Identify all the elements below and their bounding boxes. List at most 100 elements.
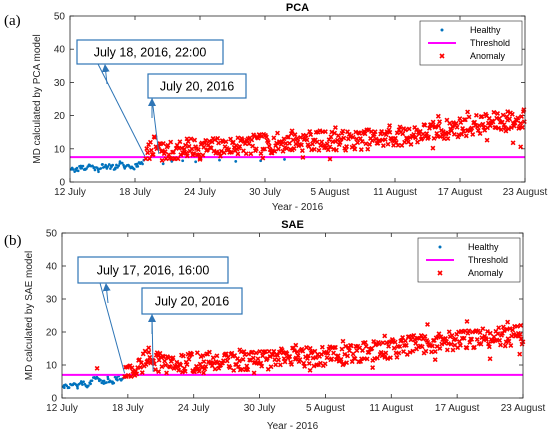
anomaly-point bbox=[206, 349, 212, 355]
anomaly-point bbox=[502, 343, 508, 349]
anomaly-point bbox=[443, 335, 448, 341]
anomaly-point bbox=[338, 356, 344, 362]
anomaly-point bbox=[419, 135, 425, 141]
legend-healthy-marker bbox=[440, 28, 444, 32]
anomaly-point bbox=[303, 132, 309, 138]
anomaly-point bbox=[335, 353, 341, 359]
anomaly-point bbox=[137, 357, 142, 362]
anomaly-point bbox=[295, 353, 301, 359]
anomaly-point bbox=[342, 351, 348, 357]
anomaly-point bbox=[453, 120, 459, 126]
healthy-point bbox=[85, 167, 88, 170]
anomaly-point bbox=[332, 344, 338, 350]
anomaly-point bbox=[229, 149, 234, 155]
anomaly-point bbox=[465, 109, 471, 115]
anomaly-point bbox=[322, 129, 328, 135]
anomaly-point bbox=[94, 365, 100, 371]
healthy-point bbox=[111, 163, 115, 167]
healthy-point bbox=[132, 167, 136, 171]
x-tick-label: 11 August bbox=[373, 187, 417, 198]
anomaly-point bbox=[469, 336, 475, 342]
y-tick-label: 50 bbox=[46, 229, 58, 240]
anomaly-point bbox=[332, 130, 338, 136]
anomaly-point bbox=[159, 157, 165, 163]
anomaly-point bbox=[500, 324, 506, 330]
anomaly-point bbox=[129, 365, 135, 371]
anomaly-point bbox=[510, 327, 516, 333]
panel-label: (b) bbox=[4, 233, 22, 249]
anomaly-point bbox=[196, 368, 202, 374]
healthy-point bbox=[161, 162, 165, 166]
anomaly-point bbox=[411, 332, 417, 338]
annotation-text: July 20, 2016 bbox=[160, 80, 234, 94]
anomaly-point bbox=[317, 128, 323, 134]
legend-healthy-label: Healthy bbox=[470, 25, 501, 35]
x-tick-label: 5 August bbox=[311, 187, 350, 198]
anomaly-point bbox=[397, 343, 403, 349]
annotation-text: July 20, 2016 bbox=[155, 295, 229, 309]
anomaly-point bbox=[362, 340, 368, 345]
anomaly-point bbox=[363, 141, 369, 147]
anomaly-point bbox=[480, 326, 486, 332]
anomaly-point bbox=[151, 358, 156, 364]
healthy-point bbox=[99, 167, 103, 170]
healthy-point bbox=[76, 169, 80, 173]
anomaly-point bbox=[214, 149, 220, 155]
anomaly-point bbox=[344, 144, 350, 149]
anomaly-point bbox=[376, 341, 382, 347]
anomaly-point bbox=[212, 366, 218, 372]
x-tick-label: 12 July bbox=[46, 403, 78, 414]
anomaly-point bbox=[128, 374, 134, 380]
anomaly-point bbox=[418, 333, 424, 338]
anomaly-point bbox=[223, 351, 229, 357]
anomaly-point bbox=[511, 123, 517, 129]
healthy-point bbox=[194, 160, 198, 164]
chart-title: PCA bbox=[286, 2, 309, 14]
anomaly-point bbox=[329, 356, 335, 362]
anomaly-point bbox=[372, 129, 378, 135]
anomaly-point bbox=[515, 115, 521, 121]
x-tick-label: 30 July bbox=[249, 187, 281, 198]
anomaly-point bbox=[464, 318, 470, 324]
healthy-point bbox=[90, 379, 94, 383]
healthy-point bbox=[99, 378, 102, 382]
anomaly-point bbox=[451, 131, 457, 137]
healthy-point bbox=[134, 162, 137, 166]
anomaly-point bbox=[242, 352, 248, 358]
anomaly-point bbox=[446, 329, 452, 335]
legend-threshold-label: Threshold bbox=[470, 38, 510, 48]
anomaly-point bbox=[432, 349, 438, 355]
anomaly-point bbox=[500, 112, 506, 118]
healthy-point bbox=[91, 164, 94, 168]
annotation-line bbox=[151, 97, 160, 154]
healthy-point bbox=[106, 375, 110, 379]
anomaly-point bbox=[139, 370, 145, 376]
anomaly-point bbox=[521, 119, 527, 125]
anomaly-point bbox=[343, 147, 349, 153]
anomaly-point bbox=[275, 130, 280, 136]
y-tick-label: 50 bbox=[54, 12, 66, 23]
anomaly-point bbox=[477, 330, 483, 336]
anomaly-point bbox=[298, 142, 304, 148]
annotation-line bbox=[99, 282, 126, 374]
anomaly-point bbox=[280, 148, 286, 154]
anomaly-point bbox=[265, 139, 271, 145]
healthy-point bbox=[92, 166, 96, 170]
anomaly-point bbox=[276, 357, 281, 363]
legend-anomaly-marker bbox=[437, 270, 443, 276]
anomaly-point bbox=[201, 359, 207, 365]
x-tick-label: 18 July bbox=[119, 187, 151, 198]
y-tick-label: 20 bbox=[54, 111, 66, 122]
healthy-point bbox=[106, 165, 110, 168]
anomaly-point bbox=[352, 146, 358, 152]
anomaly-point bbox=[487, 330, 493, 336]
anomaly-point bbox=[343, 343, 349, 349]
anomaly-point bbox=[401, 349, 406, 355]
annotation-text: July 17, 2016, 16:00 bbox=[97, 264, 210, 278]
anomaly-point bbox=[517, 331, 523, 337]
anomaly-point bbox=[474, 336, 480, 342]
x-axis-label: Year - 2016 bbox=[272, 202, 324, 213]
anomaly-point bbox=[263, 134, 269, 140]
anomaly-point bbox=[307, 345, 313, 351]
anomaly-point bbox=[147, 139, 153, 145]
